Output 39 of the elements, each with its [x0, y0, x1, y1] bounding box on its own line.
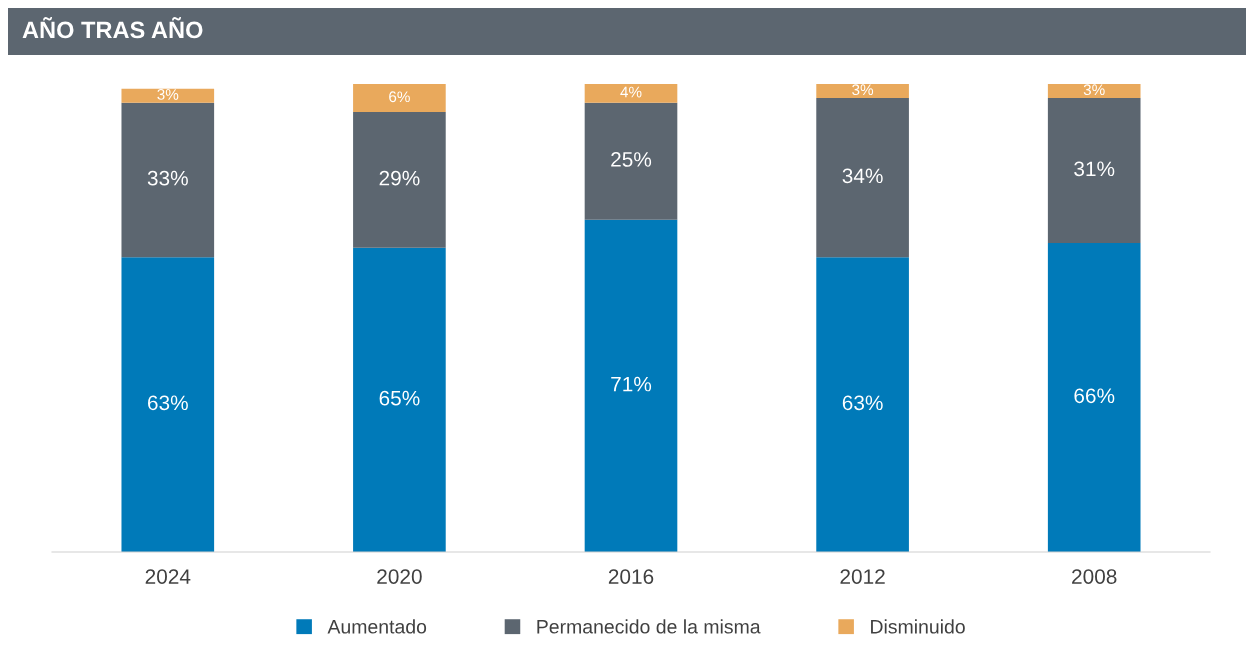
data-label: 3% [852, 84, 874, 96]
legend-label: Aumentado [327, 619, 427, 634]
data-label: 63% [842, 395, 883, 411]
bar [353, 247, 446, 552]
data-label: 34% [842, 168, 883, 184]
x-tick-label: 2008 [1072, 569, 1117, 584]
data-label: 4% [620, 86, 642, 98]
x-tick-label: 2024 [145, 569, 191, 584]
data-label: 3% [157, 88, 179, 100]
bar [353, 84, 446, 113]
data-label: 33% [147, 170, 188, 186]
bar [584, 102, 678, 220]
data-label: 29% [379, 170, 420, 186]
bar [816, 98, 909, 258]
bar [1047, 98, 1141, 244]
bar [1047, 243, 1141, 552]
bar [816, 257, 909, 552]
bar [584, 84, 678, 103]
bar [1047, 84, 1141, 99]
data-label: 65% [379, 390, 420, 406]
data-label: 66% [1074, 388, 1115, 404]
bar [353, 112, 446, 248]
x-tick-label: 2012 [840, 569, 885, 584]
bar [121, 102, 215, 258]
bar [584, 219, 678, 552]
bar [816, 84, 909, 99]
bar [121, 88, 215, 103]
legend-label: Disminuido [871, 619, 965, 634]
data-label: 6% [389, 91, 410, 103]
x-tick-label: 2016 [608, 569, 654, 584]
data-label: 25% [611, 152, 652, 167]
legend-label: Permanecido de la misma [537, 619, 761, 634]
data-label: 3% [1083, 84, 1105, 96]
bar [121, 257, 215, 552]
chart-title: AÑO TRAS AÑO [22, 17, 203, 39]
data-label: 63% [148, 395, 188, 411]
data-label: 71% [611, 376, 652, 392]
data-label: 31% [1074, 161, 1115, 177]
x-tick-label: 2020 [377, 569, 422, 584]
